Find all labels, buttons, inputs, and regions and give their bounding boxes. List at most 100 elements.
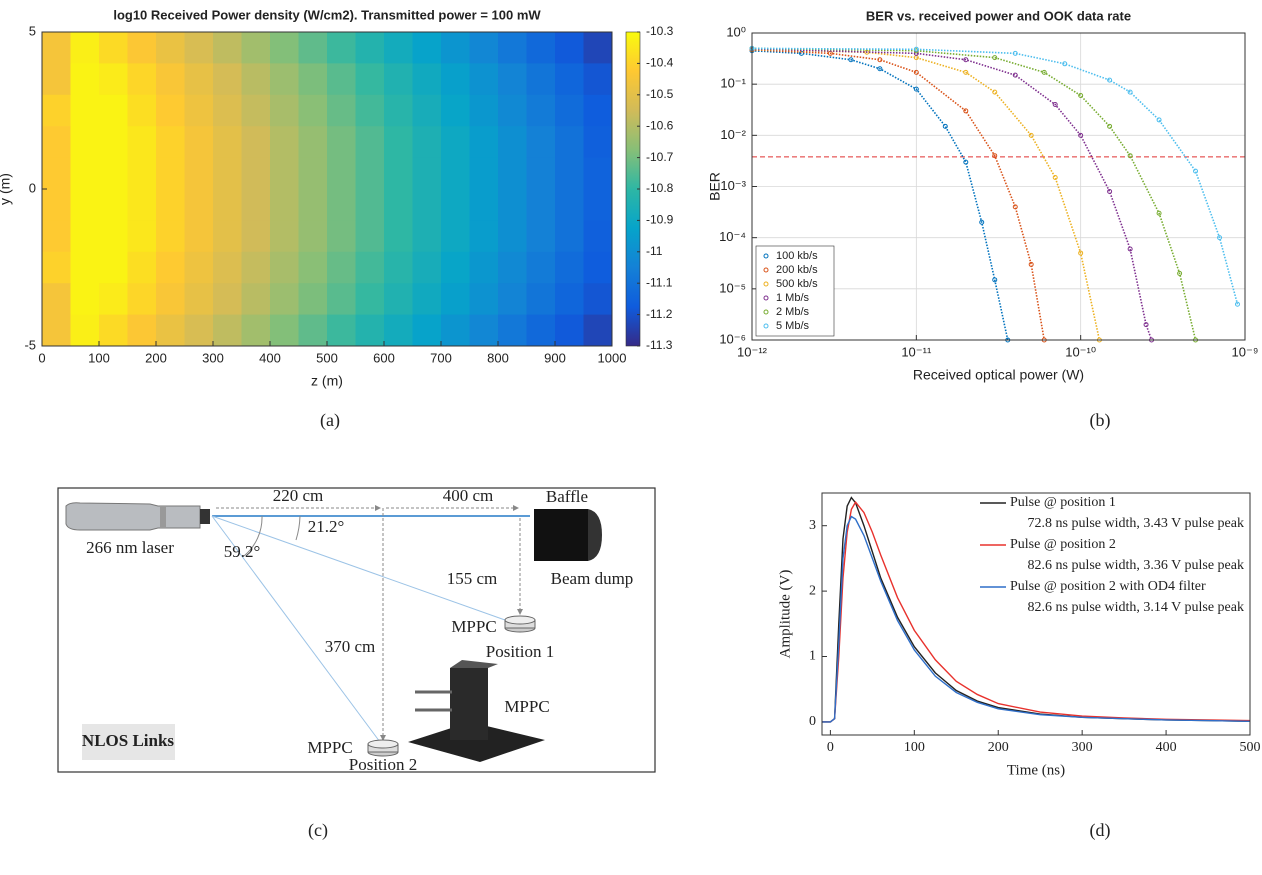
test-rig — [408, 660, 545, 762]
heatmap-cell — [42, 94, 71, 127]
data-point — [1052, 102, 1058, 108]
data-point — [992, 153, 998, 159]
legend-marker — [763, 267, 769, 273]
heatmap-cell — [213, 283, 242, 316]
heatmap-cell — [99, 32, 128, 64]
data-point — [1062, 61, 1068, 67]
heatmap-cell — [441, 32, 470, 64]
data-point — [1028, 261, 1034, 267]
heatmap-cell — [99, 126, 128, 159]
heatmap-cell — [156, 189, 185, 221]
colorbar-tick-label: -10.7 — [646, 150, 674, 164]
heatmap-cell — [555, 314, 584, 347]
component-label: MPPC — [504, 697, 549, 716]
laser — [65, 502, 210, 531]
chart-panel: 10⁻¹² 10⁻¹¹ 10⁻¹⁰ 10⁻⁹ 10⁻⁶ 10⁻⁵ 10⁻⁴ 10⁻³ 10⁻² 1… — [707, 8, 1259, 431]
heatmap-cell — [99, 157, 128, 190]
x-tick-label: 300 — [202, 350, 224, 365]
heatmap-cell — [42, 283, 71, 316]
heatmap-cell — [498, 63, 527, 96]
data-point — [1052, 174, 1058, 180]
heatmap-cell — [327, 251, 356, 284]
heatmap-cell — [355, 251, 385, 284]
series-trace — [751, 49, 1009, 341]
heatmap-cell — [213, 94, 242, 127]
x-tick-label: 400 — [1156, 740, 1177, 755]
heatmap-cell — [583, 157, 613, 190]
heatmap-cell — [298, 157, 328, 190]
heatmap-cell — [127, 220, 157, 253]
heatmap-cell — [241, 157, 271, 190]
heatmap-cell — [555, 157, 584, 190]
heatmap-cell — [469, 314, 499, 347]
heatmap-cell — [469, 94, 499, 127]
chart-title: log10 Received Power density (W/cm2). Tr… — [113, 7, 541, 22]
legend-description: 82.6 ns pulse width, 3.36 V pulse peak — [1028, 558, 1244, 573]
heatmap-cell — [213, 251, 242, 284]
heatmap-cell — [241, 126, 271, 159]
heatmap-cell — [384, 157, 413, 190]
heatmap-cell — [241, 283, 271, 316]
x-tick-label: 10⁻¹⁰ — [1065, 344, 1096, 359]
x-tick-label: 200 — [145, 350, 167, 365]
heatmap-cell — [555, 32, 584, 64]
plot-frame — [821, 492, 1251, 736]
colorbar-tick-label: -11 — [646, 244, 663, 258]
x-tick-label: 1000 — [598, 350, 627, 365]
dimension: 370 cm — [325, 637, 376, 656]
data-point — [848, 57, 854, 63]
heatmap-cell — [469, 220, 499, 253]
colorbar-tick-label: -10.5 — [646, 87, 674, 101]
heatmap-cell — [412, 157, 442, 190]
heatmap-cell — [441, 126, 470, 159]
heatmap-cell — [184, 220, 214, 253]
x-axis-label: Received optical power (W) — [913, 367, 1084, 383]
heatmap-cell — [270, 32, 299, 64]
heatmap-cell — [70, 126, 100, 159]
colorbar-tick-label: -10.3 — [646, 24, 674, 38]
y-tick-label: 3 — [809, 518, 816, 533]
heatmap-cell — [526, 157, 556, 190]
data-point — [963, 57, 969, 63]
legend-marker — [763, 309, 769, 315]
heatmap-cell — [184, 189, 214, 221]
heatmap-cell — [526, 251, 556, 284]
colorbar-tick-label: -10.8 — [646, 181, 674, 195]
component-label: 266 nm laser — [86, 538, 174, 557]
series-line — [822, 515, 1251, 723]
heatmap-cell — [498, 126, 527, 159]
angle-arc — [295, 515, 301, 541]
heatmap-cell — [384, 32, 413, 64]
x-tick-label: 500 — [316, 350, 338, 365]
heatmap-cell — [355, 94, 385, 127]
heatmap-cell — [441, 220, 470, 253]
heatmap-cell — [213, 32, 242, 64]
heatmap-cell — [526, 314, 556, 347]
heatmap-cell — [298, 189, 328, 221]
heatmap-cell — [241, 94, 271, 127]
heatmap-cell — [469, 157, 499, 190]
data-point — [913, 69, 919, 75]
x-tick-label: 800 — [487, 350, 509, 365]
colorbar-tick-label: -11.1 — [646, 275, 673, 289]
panel-label: (d) — [1090, 820, 1111, 841]
y-tick-label: 10⁻³ — [720, 178, 746, 193]
heatmap-cell — [526, 63, 556, 96]
y-tick-label: 0 — [809, 714, 816, 729]
heatmap-cell — [555, 220, 584, 253]
data-point — [1107, 123, 1113, 129]
heatmap-cell — [213, 63, 242, 96]
x-axis-label: Time (ns) — [1007, 762, 1065, 778]
heatmap-cell — [42, 126, 71, 159]
heatmap-cell — [127, 157, 157, 190]
heatmap-cell — [412, 283, 442, 316]
heatmap-cell — [327, 94, 356, 127]
label-box — [82, 724, 175, 760]
x-tick-label: 400 — [259, 350, 281, 365]
heatmap-cell — [99, 63, 128, 96]
heatmap-cell — [99, 94, 128, 127]
y-tick-label: 10⁻⁵ — [719, 280, 746, 295]
heatmap-cell — [526, 189, 556, 221]
heatmap-cell — [70, 220, 100, 253]
